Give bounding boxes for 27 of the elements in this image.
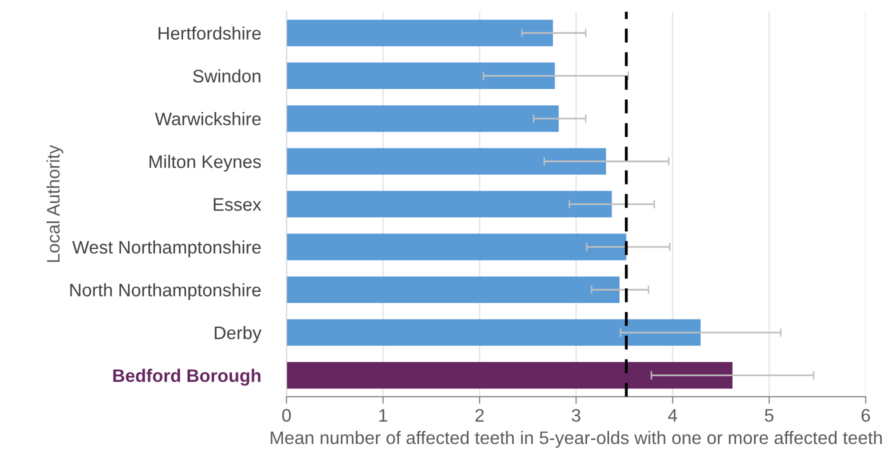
bar xyxy=(286,105,559,132)
x-tick-label: 6 xyxy=(862,409,870,422)
y-tick-label: Hertfordshire xyxy=(158,26,261,40)
bar xyxy=(286,234,626,260)
bar xyxy=(286,319,701,346)
x-tick-label: 2 xyxy=(475,409,484,422)
y-tick-label: Swindon xyxy=(193,69,260,83)
x-axis-title: Mean number of affected teeth in 5-year-olds with one or more affected teeth xyxy=(270,430,882,448)
y-tick-label: Bedford Borough xyxy=(113,368,260,386)
y-tick-label: Essex xyxy=(214,198,262,211)
bar xyxy=(286,148,606,175)
x-tick-label: 0 xyxy=(282,409,291,422)
x-tick-label: 3 xyxy=(572,409,580,422)
x-tick-label: 5 xyxy=(764,409,774,422)
x-tick-label: 1 xyxy=(379,409,388,422)
bar xyxy=(286,190,612,218)
y-axis-title: Local Authority xyxy=(46,144,64,262)
x-tick-label: 4 xyxy=(668,409,678,422)
y-tick-label: North Northamptonshire xyxy=(70,283,261,300)
bar xyxy=(286,362,732,389)
bar xyxy=(286,276,620,304)
bar xyxy=(286,20,553,46)
y-tick-label: Warwickshire xyxy=(154,112,261,126)
bar xyxy=(286,62,555,90)
y-tick-label: West Northamptonshire xyxy=(72,240,261,258)
y-tick-label: Milton Keynes xyxy=(150,154,261,172)
y-tick-label: Derby xyxy=(214,326,262,343)
